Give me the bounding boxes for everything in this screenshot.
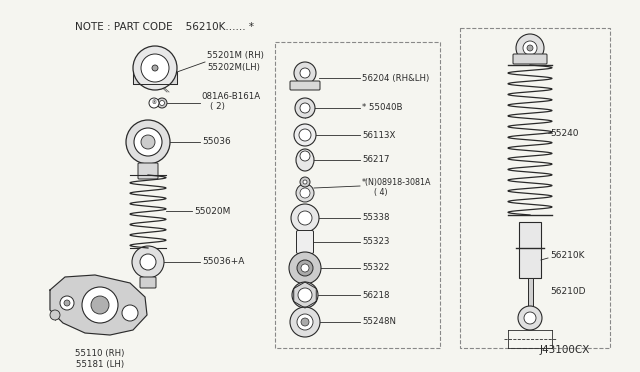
Circle shape [518,306,542,330]
Circle shape [303,180,307,184]
Bar [519,222,541,278]
Text: 55036+A: 55036+A [202,257,244,266]
Text: 55202M(LH): 55202M(LH) [207,63,260,72]
Circle shape [300,151,310,161]
FancyBboxPatch shape [290,81,320,90]
Text: 081A6-B161A: 081A6-B161A [201,92,260,101]
Text: 55248N: 55248N [362,317,396,327]
Text: 55110 (RH): 55110 (RH) [76,349,125,358]
Circle shape [132,246,164,278]
Circle shape [523,41,537,55]
Circle shape [300,68,310,78]
Circle shape [524,312,536,324]
FancyBboxPatch shape [140,277,156,288]
Text: 56204 (RH&LH): 56204 (RH&LH) [362,74,429,83]
Circle shape [295,98,315,118]
Text: *(N)08918-3081A: *(N)08918-3081A [362,177,431,186]
FancyBboxPatch shape [296,231,314,253]
Text: 56210K: 56210K [550,250,584,260]
Text: 55240: 55240 [550,128,579,138]
Circle shape [64,300,70,306]
Text: 56210D: 56210D [550,288,586,296]
Circle shape [516,34,544,62]
Circle shape [141,135,155,149]
Circle shape [294,62,316,84]
Circle shape [140,254,156,270]
Circle shape [527,45,533,51]
Text: * 55040B: * 55040B [362,103,403,112]
Polygon shape [133,72,177,84]
Circle shape [300,103,310,113]
Text: 55323: 55323 [362,237,390,247]
Circle shape [290,307,320,337]
Circle shape [134,128,162,156]
Bar [460,28,610,348]
Text: 56218: 56218 [362,291,390,299]
Circle shape [82,287,118,323]
Text: NOTE : PART CODE    56210K...... *: NOTE : PART CODE 56210K...... * [75,22,254,32]
Text: ( 2): ( 2) [210,102,225,111]
Circle shape [299,129,311,141]
Ellipse shape [296,149,314,171]
Text: ( 4): ( 4) [374,189,388,198]
Circle shape [152,65,158,71]
Bar [275,42,440,348]
Text: J43100CX: J43100CX [540,345,590,355]
Circle shape [60,296,74,310]
Bar [528,278,533,315]
Text: 56113X: 56113X [362,131,396,140]
Circle shape [297,314,313,330]
Text: 55201M (RH): 55201M (RH) [207,51,264,60]
Circle shape [301,264,309,272]
Circle shape [298,211,312,225]
Text: 55036: 55036 [202,138,231,147]
Circle shape [149,98,159,108]
Text: 56217: 56217 [362,155,390,164]
Circle shape [133,46,177,90]
Circle shape [126,120,170,164]
Circle shape [291,204,319,232]
FancyBboxPatch shape [513,54,547,64]
Circle shape [289,252,321,284]
Circle shape [296,184,314,202]
Circle shape [292,282,318,308]
Text: ⑧: ⑧ [152,100,156,106]
Circle shape [294,124,316,146]
Circle shape [300,188,310,198]
Circle shape [141,54,169,82]
Circle shape [300,177,310,187]
Text: 55322: 55322 [362,263,390,273]
Circle shape [157,98,167,108]
Circle shape [297,260,313,276]
Circle shape [298,288,312,302]
Circle shape [91,296,109,314]
Circle shape [301,318,309,326]
Circle shape [50,310,60,320]
FancyBboxPatch shape [138,163,158,179]
Circle shape [159,100,164,106]
Polygon shape [50,275,147,335]
Text: 55181 (LH): 55181 (LH) [76,360,124,369]
Text: 55020M: 55020M [194,206,230,215]
Circle shape [122,305,138,321]
Text: 55338: 55338 [362,214,390,222]
